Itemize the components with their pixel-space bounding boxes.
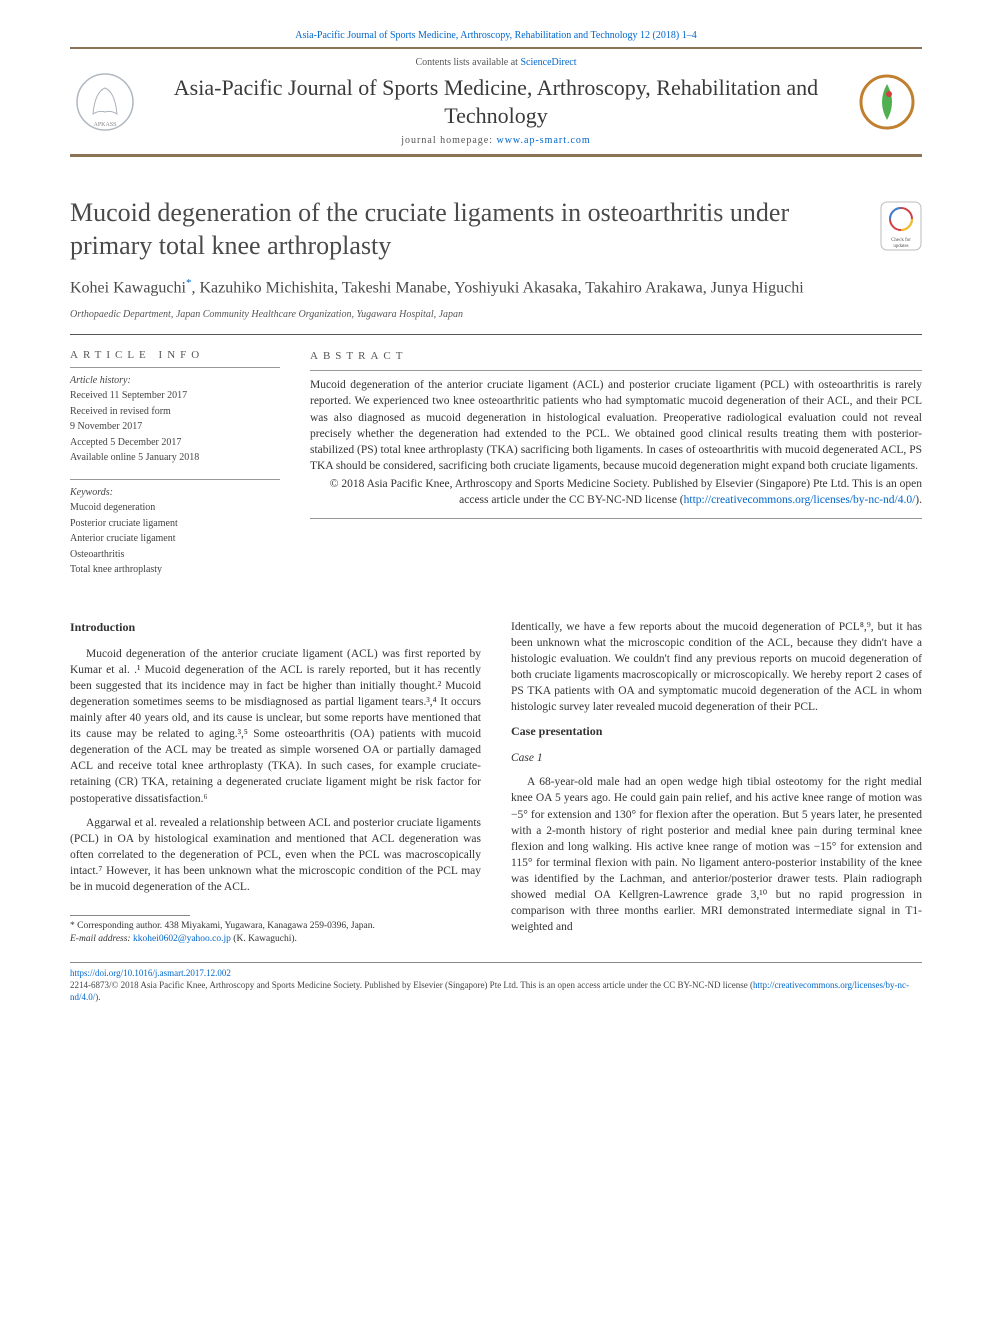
article-title: Mucoid degeneration of the cruciate liga… bbox=[70, 197, 860, 262]
contents-lists-line: Contents lists available at ScienceDirec… bbox=[140, 57, 852, 68]
introduction-heading: Introduction bbox=[70, 619, 481, 636]
keyword: Mucoid degeneration bbox=[70, 501, 280, 515]
footnote-separator bbox=[70, 915, 190, 916]
history-line: Received in revised form bbox=[70, 405, 280, 419]
abstract-column: ABSTRACT Mucoid degeneration of the ante… bbox=[310, 349, 922, 579]
journal-homepage-line: journal homepage: www.ap-smart.com bbox=[140, 135, 852, 146]
divider bbox=[70, 334, 922, 335]
footer-separator bbox=[70, 962, 922, 963]
article-history-label: Article history: bbox=[70, 374, 280, 388]
body-paragraph: Identically, we have a few reports about… bbox=[511, 619, 922, 716]
history-line: 9 November 2017 bbox=[70, 420, 280, 434]
keyword: Osteoarthritis bbox=[70, 548, 280, 562]
body-paragraph: Aggarwal et al. revealed a relationship … bbox=[70, 815, 481, 895]
keyword: Posterior cruciate ligament bbox=[70, 517, 280, 531]
keyword: Total knee arthroplasty bbox=[70, 563, 280, 577]
body-column-right: Identically, we have a few reports about… bbox=[511, 619, 922, 946]
journal-citation-header[interactable]: Asia-Pacific Journal of Sports Medicine,… bbox=[70, 30, 922, 41]
keywords-label: Keywords: bbox=[70, 486, 280, 500]
case1-subheading: Case 1 bbox=[511, 750, 922, 766]
sciencedirect-link[interactable]: ScienceDirect bbox=[520, 57, 576, 68]
abstract-heading: ABSTRACT bbox=[310, 349, 922, 364]
affiliation: Orthopaedic Department, Japan Community … bbox=[70, 309, 922, 320]
svg-text:Check for: Check for bbox=[891, 238, 911, 243]
keyword: Anterior cruciate ligament bbox=[70, 532, 280, 546]
abstract-copyright: © 2018 Asia Pacific Knee, Arthroscopy an… bbox=[310, 476, 922, 508]
article-page: Asia-Pacific Journal of Sports Medicine,… bbox=[0, 0, 992, 1043]
journal-cover-icon bbox=[852, 67, 922, 137]
body-paragraph: Mucoid degeneration of the anterior cruc… bbox=[70, 646, 481, 807]
svg-text:APKASS: APKASS bbox=[93, 122, 116, 128]
author-list: Kohei Kawaguchi*, Kazuhiko Michishita, T… bbox=[70, 276, 922, 299]
doi-link[interactable]: https://doi.org/10.1016/j.asmart.2017.12… bbox=[70, 968, 231, 978]
corresponding-author-footnote: * Corresponding author. 438 Miyakami, Yu… bbox=[70, 920, 481, 946]
corresponding-marker[interactable]: * bbox=[186, 277, 192, 289]
case-presentation-heading: Case presentation bbox=[511, 723, 922, 740]
article-info-heading: ARTICLE INFO bbox=[70, 349, 280, 361]
svg-text:updates: updates bbox=[893, 244, 908, 249]
journal-title: Asia-Pacific Journal of Sports Medicine,… bbox=[140, 74, 852, 129]
journal-homepage-link[interactable]: www.ap-smart.com bbox=[496, 135, 590, 146]
license-link[interactable]: http://creativecommons.org/licenses/by-n… bbox=[684, 494, 916, 506]
body-text-columns: Introduction Mucoid degeneration of the … bbox=[70, 619, 922, 946]
article-info-column: ARTICLE INFO Article history: Received 1… bbox=[70, 349, 280, 579]
publisher-banner: APKASS Contents lists available at Scien… bbox=[70, 47, 922, 157]
history-line: Available online 5 January 2018 bbox=[70, 451, 280, 465]
history-line: Accepted 5 December 2017 bbox=[70, 436, 280, 450]
body-paragraph: A 68-year-old male had an open wedge hig… bbox=[511, 774, 922, 935]
history-line: Received 11 September 2017 bbox=[70, 389, 280, 403]
body-column-left: Introduction Mucoid degeneration of the … bbox=[70, 619, 481, 946]
abstract-text: Mucoid degeneration of the anterior cruc… bbox=[310, 377, 922, 474]
crossmark-badge[interactable]: Check for updates bbox=[880, 201, 922, 251]
page-footer: https://doi.org/10.1016/j.asmart.2017.12… bbox=[70, 967, 922, 1003]
author-email-link[interactable]: kkohei0602@yahoo.co.jp bbox=[133, 934, 231, 944]
society-logo: APKASS bbox=[70, 67, 140, 137]
